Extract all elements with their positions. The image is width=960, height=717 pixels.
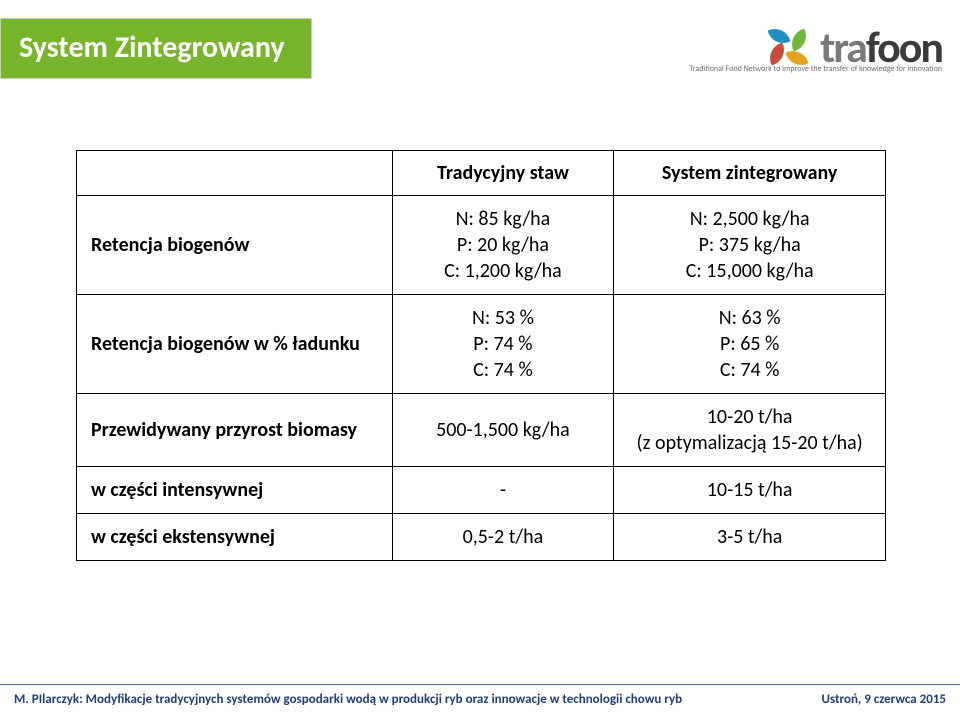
- table-header-row: Tradycyjny staw System zintegrowany: [77, 151, 886, 196]
- footer: M. PIlarczyk: Modyfikacje tradycyjnych s…: [14, 692, 946, 707]
- cell-trad: -: [392, 467, 614, 514]
- footer-right: Ustroń, 9 czerwca 2015: [821, 692, 946, 707]
- footer-left: M. PIlarczyk: Modyfikacje tradycyjnych s…: [14, 692, 682, 707]
- table-header-empty: [77, 151, 393, 196]
- trafoon-logo: trafoon Traditional Food Network to impr…: [642, 14, 942, 80]
- table-row: Retencja biogenów N: 85 kg/ha P: 20 kg/h…: [77, 196, 886, 295]
- row-label: w części ekstensywnej: [77, 514, 393, 561]
- row-label: Przewidywany przyrost biomasy: [77, 394, 393, 467]
- table-row: w części intensywnej - 10-15 t/ha: [77, 467, 886, 514]
- cell-integ: N: 63 % P: 65 % C: 74 %: [614, 295, 886, 394]
- table-header-traditional: Tradycyjny staw: [392, 151, 614, 196]
- cell-integ: 3-5 t/ha: [614, 514, 886, 561]
- comparison-table: Tradycyjny staw System zintegrowany Rete…: [76, 150, 886, 561]
- footer-rule: [0, 684, 960, 685]
- cell-integ: 10-20 t/ha (z optymalizacją 15-20 t/ha): [614, 394, 886, 467]
- cell-integ: N: 2,500 kg/ha P: 375 kg/ha C: 15,000 kg…: [614, 196, 886, 295]
- cell-trad: N: 85 kg/ha P: 20 kg/ha C: 1,200 kg/ha: [392, 196, 614, 295]
- table-row: w części ekstensywnej 0,5-2 t/ha 3-5 t/h…: [77, 514, 886, 561]
- pinwheel-icon: [766, 25, 810, 69]
- cell-trad: 0,5-2 t/ha: [392, 514, 614, 561]
- table-row: Przewidywany przyrost biomasy 500-1,500 …: [77, 394, 886, 467]
- title-banner: System Zintegrowany: [0, 18, 312, 79]
- row-label: Retencja biogenów: [77, 196, 393, 295]
- cell-trad: 500-1,500 kg/ha: [392, 394, 614, 467]
- slide-title: System Zintegrowany: [0, 18, 312, 79]
- table-row: Retencja biogenów w % ładunku N: 53 % P:…: [77, 295, 886, 394]
- row-label: w części intensywnej: [77, 467, 393, 514]
- cell-integ: 10-15 t/ha: [614, 467, 886, 514]
- logo-tagline: Traditional Food Network to improve the …: [689, 64, 942, 74]
- cell-trad: N: 53 % P: 74 % C: 74 %: [392, 295, 614, 394]
- table-header-integrated: System zintegrowany: [614, 151, 886, 196]
- row-label: Retencja biogenów w % ładunku: [77, 295, 393, 394]
